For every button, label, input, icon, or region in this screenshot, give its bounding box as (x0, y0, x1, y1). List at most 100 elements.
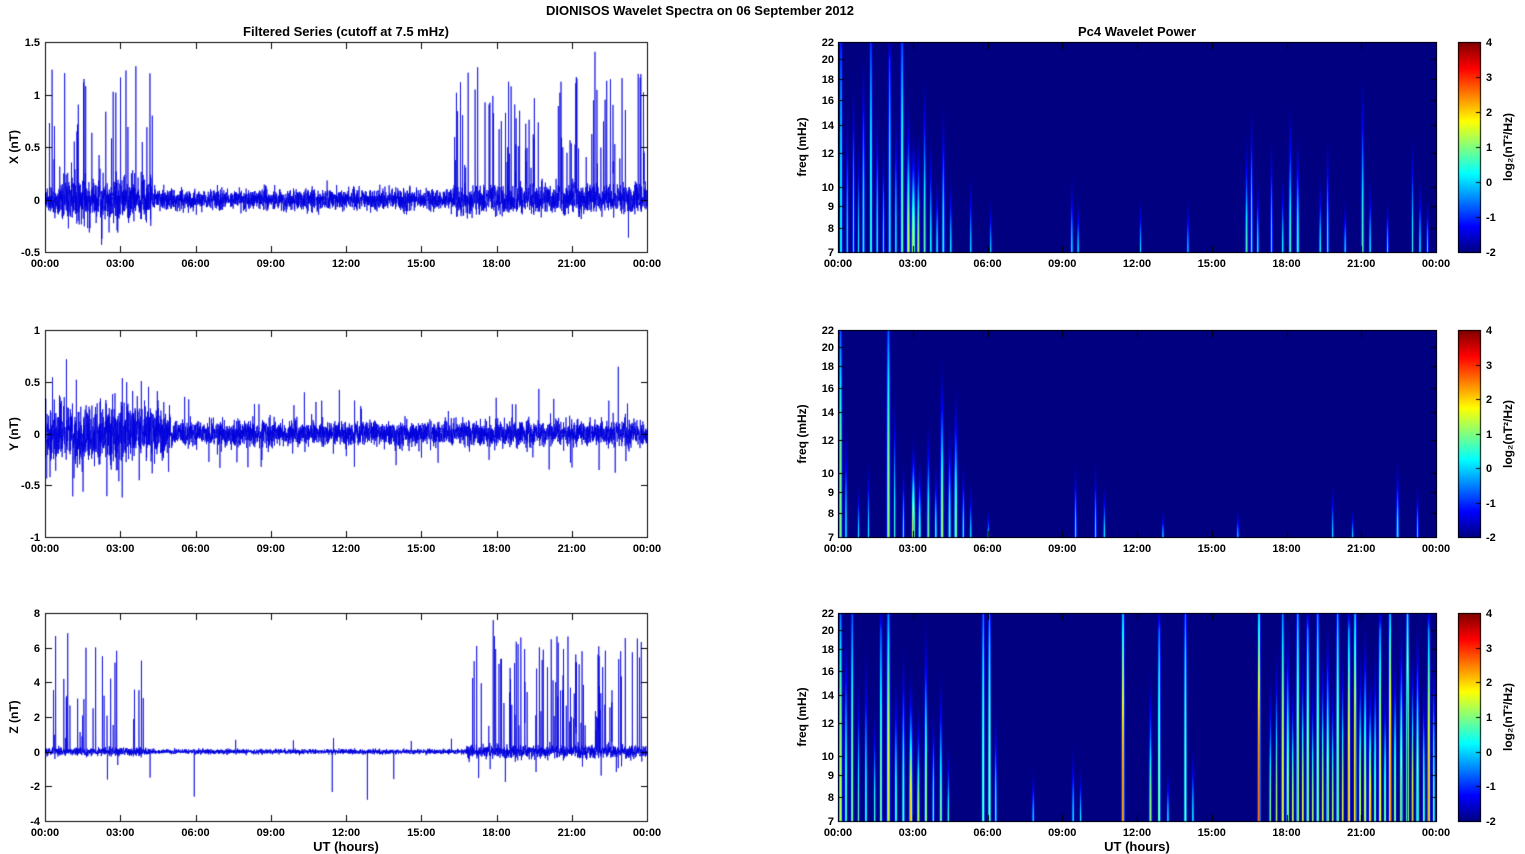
colorbar-tick-label: 3 (1486, 642, 1493, 655)
y-tick-label: 1 (33, 324, 40, 337)
x-tick-label: 06:00 (181, 543, 210, 555)
x-tick-label: 03:00 (898, 258, 927, 270)
y-tick-label: -0.5 (21, 479, 40, 492)
x-tick-label: 15:00 (1197, 543, 1226, 555)
colorbar-tick-label: 2 (1486, 676, 1493, 689)
colorbar-tick-label: 4 (1486, 324, 1493, 337)
x-tick-label: 12:00 (1122, 827, 1152, 839)
x-tick-label: 00:00 (632, 258, 662, 270)
x-tick-label: 09:00 (256, 827, 285, 839)
colorbar-tick-label: -1 (1486, 780, 1496, 793)
freq-tick-label: 9 (827, 486, 834, 499)
y-tick-label: 0 (33, 194, 40, 207)
x-tick-label: 00:00 (632, 827, 662, 839)
x-tick-label: 00:00 (1421, 258, 1451, 270)
colorbar-tick-label: 4 (1486, 36, 1493, 49)
x-tick-label: 06:00 (973, 258, 1002, 270)
x-tick-label: 21:00 (557, 258, 586, 270)
x-tick-label: 18:00 (482, 543, 511, 555)
x-tick-label: 15:00 (407, 543, 436, 555)
freq-tick-label: 7 (827, 246, 834, 259)
x-tick-label: 18:00 (1272, 827, 1301, 839)
x-tick-label: 15:00 (1197, 258, 1226, 270)
x-tick-label: 03:00 (898, 543, 927, 555)
y-tick-label: 0 (33, 746, 40, 759)
x-tick-label: 15:00 (407, 827, 436, 839)
freq-tick-label: 14 (821, 119, 834, 132)
colorbar-tick-label: 0 (1486, 176, 1493, 189)
y-tick-label: -2 (30, 780, 40, 793)
colorbar-tick-label: -2 (1486, 531, 1496, 544)
colorbar-tick-label: 0 (1486, 462, 1493, 475)
x-tick-label: 15:00 (1197, 827, 1226, 839)
freq-tick-label: 8 (827, 222, 834, 235)
x-tick-label: 09:00 (256, 543, 285, 555)
x-tick-label: 03:00 (106, 258, 135, 270)
colorbar-tick-label: -1 (1486, 497, 1496, 510)
x-tick-label: 06:00 (973, 543, 1002, 555)
colorbar-tick-label: -2 (1486, 246, 1496, 259)
x-tick-label: 21:00 (1347, 258, 1376, 270)
freq-tick-label: 16 (821, 665, 834, 678)
colorbar-tick-label: 3 (1486, 359, 1493, 372)
freq-tick-label: 10 (821, 750, 834, 763)
x-tick-label: 12:00 (1122, 543, 1152, 555)
y-tick-label: -4 (30, 815, 40, 828)
freq-tick-label: 20 (821, 53, 834, 66)
x-tick-label: 12:00 (1122, 258, 1152, 270)
freq-tick-label: 16 (821, 94, 834, 107)
y-tick-label: 4 (33, 676, 40, 689)
freq-tick-label: 18 (821, 643, 834, 656)
colorbar-tick-label: 4 (1486, 607, 1493, 620)
freq-tick-label: 20 (821, 341, 834, 354)
freq-tick-label: 20 (821, 624, 834, 637)
colorbar-tick-label: 2 (1486, 393, 1493, 406)
x-tick-label: 12:00 (331, 543, 361, 555)
colorbar-tick-label: 0 (1486, 746, 1493, 759)
freq-tick-label: 10 (821, 181, 834, 194)
freq-ylabel-top: freq (mHz) (795, 117, 809, 177)
x-tick-label: 09:00 (1048, 258, 1077, 270)
y-tick-label: 0.5 (24, 376, 40, 389)
x-tick-label: 00:00 (632, 543, 662, 555)
y-tick-label: -0.5 (21, 246, 40, 259)
colorbar-tick-label: -1 (1486, 211, 1496, 224)
y-tick-label: 0 (33, 428, 40, 441)
x-tick-label: 03:00 (898, 827, 927, 839)
x-tick-label: 21:00 (557, 827, 586, 839)
freq-tick-label: 22 (821, 607, 834, 620)
y-tick-label: 8 (33, 607, 40, 620)
freq-tick-label: 10 (821, 467, 834, 480)
freq-tick-label: 9 (827, 769, 834, 782)
freq-tick-label: 8 (827, 507, 834, 520)
freq-tick-label: 7 (827, 815, 834, 828)
x-tick-label: 06:00 (181, 827, 210, 839)
freq-tick-label: 14 (821, 689, 834, 702)
y-tick-label: 1 (33, 89, 40, 102)
colorbar-tick-label: 2 (1486, 106, 1493, 119)
colorbar-tick-label: -2 (1486, 815, 1496, 828)
x-tick-label: 00:00 (1421, 543, 1451, 555)
x-tick-label: 09:00 (1048, 543, 1077, 555)
freq-tick-label: 18 (821, 360, 834, 373)
x-tick-label: 18:00 (482, 258, 511, 270)
x-tick-label: 18:00 (482, 827, 511, 839)
colorbar-tick-label: 1 (1486, 141, 1493, 154)
x-tick-label: 00:00 (823, 543, 853, 555)
freq-tick-label: 12 (821, 717, 834, 730)
freq-tick-label: 12 (821, 147, 834, 160)
freq-tick-label: 18 (821, 73, 834, 86)
x-axis-label-right: UT (hours) (1104, 839, 1170, 854)
freq-tick-label: 12 (821, 434, 834, 447)
x-tick-label: 09:00 (256, 258, 285, 270)
x-tick-label: 15:00 (407, 258, 436, 270)
x-tick-label: 21:00 (1347, 827, 1376, 839)
x-tick-label: 03:00 (106, 827, 135, 839)
freq-ylabel-bottom: freq (mHz) (795, 687, 809, 747)
freq-tick-label: 9 (827, 200, 834, 213)
x-tick-label: 00:00 (30, 258, 60, 270)
x-tick-label: 21:00 (1347, 543, 1376, 555)
x-tick-label: 00:00 (30, 827, 60, 839)
